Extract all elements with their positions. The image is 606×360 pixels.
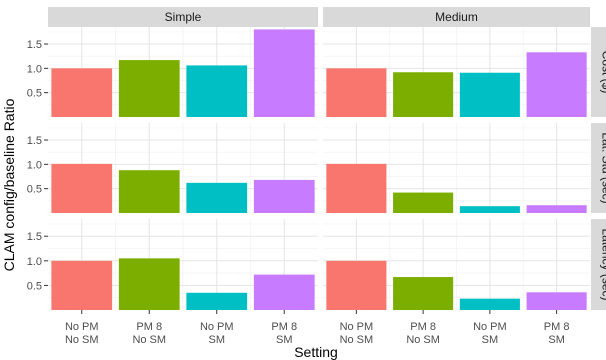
x-tick-label-line1-col-0-1: PM 8: [136, 321, 162, 333]
bar-panel-3-cat-1: [393, 192, 454, 213]
x-tick-label-line1-col-1-0: No PM: [340, 321, 374, 333]
bar-panel-5-cat-1: [393, 277, 454, 310]
x-tick-label-line2-col-1-0: No SM: [340, 334, 374, 346]
x-tick-label-line2-col-0-0: No SM: [65, 334, 99, 346]
bar-panel-2-cat-3: [253, 179, 315, 213]
row-strip-0: [591, 27, 606, 117]
x-tick-label-line2-col-0-1: No SM: [132, 334, 166, 346]
bar-panel-0-cat-0: [51, 68, 113, 117]
x-tick-label-line2-col-1-2: SM: [482, 334, 499, 346]
x-axis-title: Setting: [294, 344, 338, 360]
bar-panel-5-cat-2: [459, 298, 520, 310]
row-strip-label-1: Lat. Std (sec): [600, 132, 606, 203]
y-tick-label-row-2-0: 0.5: [27, 280, 42, 292]
bar-panel-5-cat-3: [526, 292, 587, 310]
y-tick-label-row-1-0: 0.5: [27, 184, 42, 196]
bar-panel-0-cat-2: [186, 65, 248, 117]
bar-panel-4-cat-3: [253, 274, 315, 310]
x-tick-label-line1-col-0-2: No PM: [200, 321, 234, 333]
y-tick-label-row-0-2: 1.5: [27, 39, 42, 51]
y-tick-label-row-0-0: 0.5: [27, 88, 42, 100]
facet-strip-label-1: Medium: [435, 10, 478, 24]
bar-panel-1-cat-1: [393, 72, 454, 117]
bar-panel-0-cat-1: [118, 60, 180, 117]
y-tick-label-row-2-1: 1.0: [27, 256, 42, 268]
y-axis-title: CLAM config/baseline Ratio: [1, 98, 17, 271]
x-tick-label-line1-col-0-0: No PM: [65, 321, 99, 333]
y-tick-label-row-1-1: 1.0: [27, 159, 42, 171]
x-tick-label-line2-col-1-3: SM: [548, 334, 565, 346]
x-tick-label-line2-col-0-2: SM: [209, 334, 226, 346]
bar-panel-2-cat-2: [186, 182, 248, 213]
x-tick-label-line1-col-1-2: No PM: [473, 321, 507, 333]
x-tick-label-line1-col-0-3: PM 8: [271, 321, 297, 333]
bar-panel-5-cat-0: [326, 260, 387, 310]
row-strip-label-0: Cost ($): [600, 51, 606, 94]
bar-panel-1-cat-0: [326, 68, 387, 117]
x-tick-label-line1-col-1-3: PM 8: [544, 321, 570, 333]
x-tick-label-line2-col-0-3: SM: [276, 334, 293, 346]
bar-panel-4-cat-2: [186, 292, 248, 310]
bar-panel-2-cat-1: [118, 170, 180, 213]
bar-panel-1-cat-3: [526, 52, 587, 117]
y-tick-label-row-1-2: 1.5: [27, 135, 42, 147]
row-strip-2: [591, 219, 606, 310]
bar-panel-3-cat-2: [459, 206, 520, 213]
facet-strip-1: [323, 7, 590, 27]
row-strip-1: [591, 123, 606, 213]
x-tick-label-line1-col-1-1: PM 8: [410, 321, 436, 333]
bar-panel-2-cat-0: [51, 163, 113, 213]
facet-strip-label-0: Simple: [165, 10, 202, 24]
bar-panel-3-cat-3: [526, 205, 587, 213]
bar-panel-1-cat-2: [459, 72, 520, 117]
y-tick-label-row-0-1: 1.0: [27, 63, 42, 75]
bar-panel-4-cat-1: [118, 258, 180, 310]
bar-panel-0-cat-3: [253, 29, 315, 117]
facet-strip-0: [48, 7, 318, 27]
y-tick-label-row-2-2: 1.5: [27, 231, 42, 243]
bar-panel-4-cat-0: [51, 260, 113, 310]
bar-panel-3-cat-0: [326, 163, 387, 213]
row-strip-label-2: Latency (sec): [600, 228, 606, 300]
x-tick-label-line2-col-1-1: No SM: [406, 334, 440, 346]
